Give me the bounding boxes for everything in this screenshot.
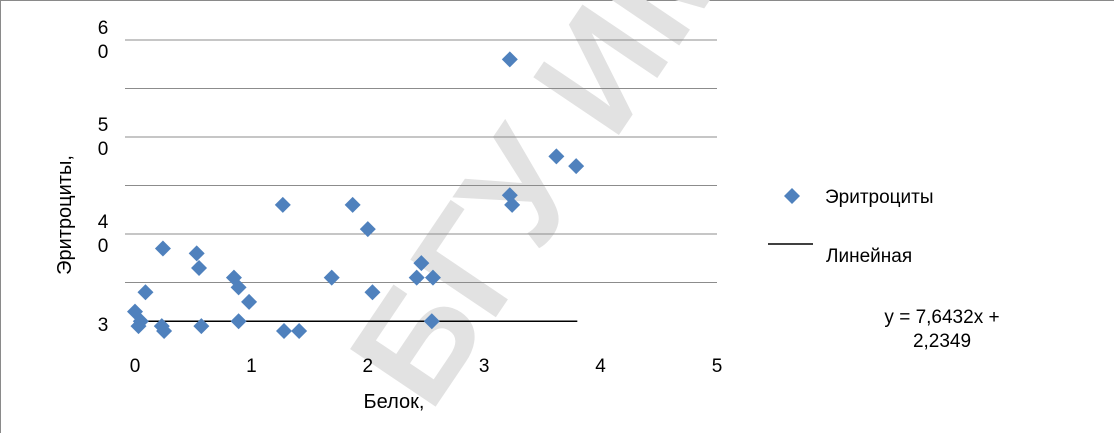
legend-trendline-label: Линейная	[826, 246, 912, 267]
data-point	[241, 293, 258, 310]
y-tick-label: 5	[98, 115, 109, 136]
y-axis-label: Эритроциты,	[54, 155, 76, 275]
legend: Эритроциты Линейная	[768, 187, 934, 267]
data-point	[193, 318, 210, 335]
data-point	[154, 240, 171, 257]
data-point	[275, 323, 292, 339]
data-point	[413, 255, 430, 272]
data-point	[132, 313, 149, 330]
y-tick-label-line2: 0	[98, 139, 109, 160]
data-point	[504, 196, 521, 213]
data-point	[191, 259, 208, 276]
data-point	[423, 313, 440, 330]
data-point	[364, 284, 381, 301]
data-point	[230, 279, 247, 296]
x-tick-label: 0	[130, 356, 141, 377]
data-point	[501, 51, 518, 68]
trendline-equation-intercept: 2,2349	[913, 331, 971, 352]
x-tick-labels: 0 1 2 3 4 5	[130, 356, 723, 377]
data-point	[230, 313, 247, 330]
data-point	[568, 158, 585, 175]
y-tick-label: 4	[98, 212, 109, 233]
trendline-equation: y = 7,6432x +	[884, 307, 999, 328]
y-tick-label: 3	[98, 315, 109, 336]
data-points	[127, 51, 585, 339]
x-tick-label: 4	[595, 356, 606, 377]
x-tick-label: 3	[479, 356, 490, 377]
x-axis-label: Белок,	[364, 391, 425, 413]
data-point	[359, 221, 376, 238]
data-point	[424, 269, 441, 286]
data-point	[188, 245, 205, 262]
data-point	[274, 196, 291, 213]
data-point	[344, 196, 361, 213]
data-point	[137, 284, 154, 301]
x-tick-label: 1	[246, 356, 257, 377]
data-point	[548, 148, 565, 165]
data-point	[156, 323, 173, 339]
legend-marker-diamond	[784, 188, 800, 204]
legend-series-label: Эритроциты	[825, 187, 934, 208]
data-point	[323, 269, 340, 286]
y-tick-label-line2: 0	[98, 236, 109, 257]
x-tick-label: 5	[712, 356, 723, 377]
y-tick-labels: 3 4 0 5 0 6 0	[98, 18, 109, 336]
data-point	[291, 323, 308, 339]
x-tick-label: 2	[363, 356, 374, 377]
data-point	[408, 269, 425, 286]
y-tick-label-line2: 0	[98, 42, 109, 63]
gridlines	[125, 39, 717, 283]
y-tick-label: 6	[98, 18, 109, 39]
